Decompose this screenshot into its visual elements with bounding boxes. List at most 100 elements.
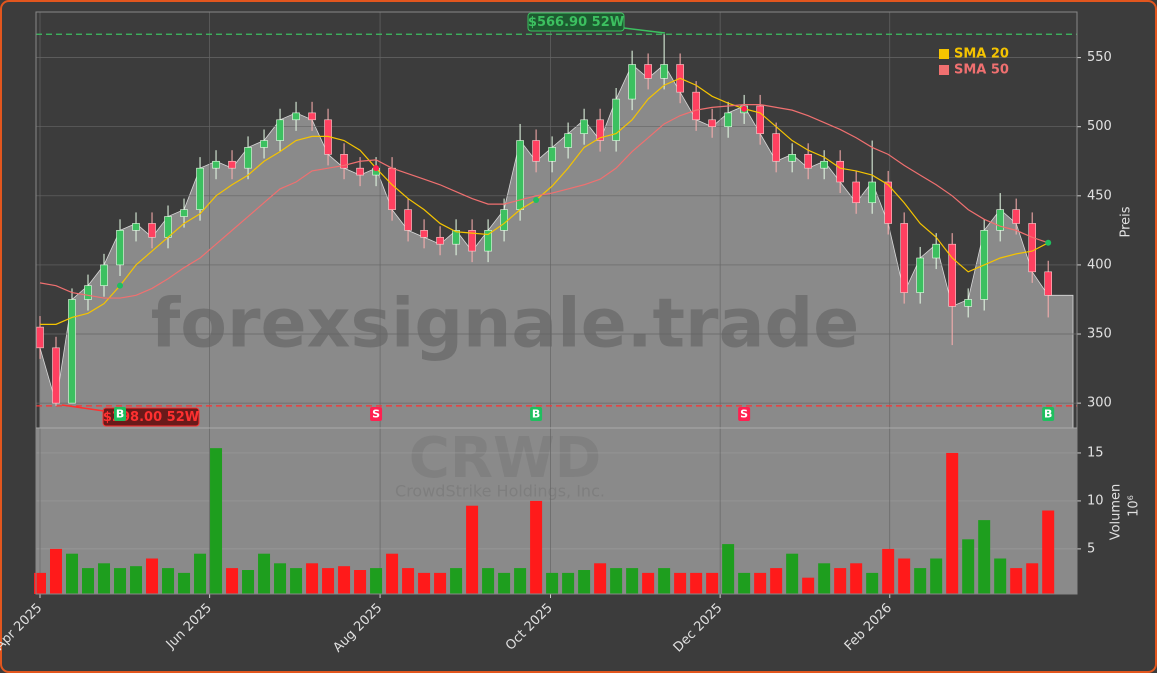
volume-bar — [434, 572, 447, 594]
candle-body — [84, 285, 92, 300]
candle-body — [260, 140, 268, 148]
volume-bar — [578, 570, 591, 594]
candle-body — [1044, 271, 1052, 296]
candle-body — [292, 112, 300, 121]
annotation-arrow — [61, 404, 105, 412]
volume-bar — [994, 558, 1007, 594]
signal-label: B — [1044, 408, 1052, 421]
legend-label: SMA 20 — [954, 47, 1009, 62]
candle-body — [244, 147, 252, 169]
watermark: forexsignale.trade — [151, 285, 860, 364]
volume-bar — [562, 572, 575, 594]
y-tick-label: 10 — [1087, 493, 1104, 508]
y-tick-label: 550 — [1087, 50, 1112, 65]
candle-body — [180, 209, 188, 217]
candle-body — [628, 64, 636, 100]
candle-body — [596, 119, 604, 141]
y-tick-label: 400 — [1087, 257, 1112, 272]
volume-bar — [610, 568, 623, 594]
volume-bar — [242, 570, 255, 594]
volume-bar — [530, 500, 543, 594]
volume-bar — [786, 553, 799, 594]
candle-body — [836, 160, 844, 183]
volume-bar — [226, 568, 239, 594]
candle-body — [164, 216, 172, 238]
volume-bar — [658, 568, 671, 594]
candle-body — [564, 133, 572, 148]
candle-body — [964, 299, 972, 307]
candle-body — [68, 299, 76, 404]
volume-bar — [642, 572, 655, 594]
candle-body — [788, 154, 796, 162]
volume-bar — [882, 548, 895, 594]
candle-body — [932, 243, 940, 259]
signal-dot — [1045, 239, 1052, 246]
volume-bar — [674, 572, 687, 594]
candle-body — [692, 91, 700, 121]
candle-body — [724, 112, 732, 128]
volume-multiplier: 10⁶ — [1127, 495, 1142, 517]
volume-bar — [98, 563, 111, 594]
signal-box — [114, 407, 127, 421]
candle-body — [532, 140, 540, 162]
candle-body — [772, 133, 780, 162]
volume-bar — [274, 563, 287, 594]
candle-body — [804, 154, 812, 169]
volume-bar — [386, 553, 399, 594]
candle-body — [1012, 209, 1020, 224]
candle-body — [388, 167, 396, 210]
volume-bar — [66, 553, 79, 594]
volume-bar — [178, 572, 191, 594]
candle-body — [580, 119, 588, 134]
candle-body — [948, 243, 956, 307]
signal-label: S — [740, 408, 748, 421]
watermark-name: CrowdStrike Holdings, Inc. — [395, 482, 605, 501]
volume-bar — [338, 566, 351, 594]
candle-body — [148, 223, 156, 238]
volume-bar — [498, 572, 511, 594]
volume-bar — [850, 563, 863, 594]
volume-bar — [946, 452, 959, 594]
y-axis-label: Preis — [1119, 206, 1134, 237]
volume-bar — [834, 568, 847, 594]
candle-body — [116, 230, 124, 266]
volume-bar — [450, 568, 463, 594]
signal-dot — [373, 165, 380, 172]
candle-body — [100, 264, 108, 286]
volume-bar — [194, 553, 207, 594]
candle-body — [852, 181, 860, 204]
volume-bar — [82, 568, 95, 594]
signal-dot — [741, 105, 748, 112]
candle-body — [132, 223, 140, 231]
candle-body — [996, 209, 1004, 231]
volume-bar — [114, 568, 127, 594]
volume-bar — [722, 544, 735, 594]
legend-swatch — [939, 49, 949, 59]
candle-body — [228, 160, 236, 169]
volume-bar — [514, 568, 527, 594]
volume-bar — [738, 572, 751, 594]
candle-body — [212, 160, 220, 169]
candle-body — [404, 209, 412, 231]
signal-box — [1042, 407, 1055, 421]
candle-body — [436, 236, 444, 245]
candle-body — [548, 147, 556, 162]
volume-bar — [322, 568, 335, 594]
candle-body — [708, 119, 716, 128]
volume-bar — [770, 568, 783, 594]
signal-label: B — [532, 408, 540, 421]
candle-body — [500, 209, 508, 231]
watermark-ticker: CRWD — [409, 426, 601, 491]
volume-bar — [146, 558, 159, 594]
volume-bar — [754, 572, 767, 594]
candle-body — [868, 181, 876, 204]
volume-bar — [898, 558, 911, 594]
y-tick-label: 5 — [1087, 541, 1095, 556]
candle-body — [484, 230, 492, 252]
candle-body — [52, 347, 60, 404]
volume-bar — [162, 568, 175, 594]
plot-border — [35, 11, 1078, 595]
volume-bar — [130, 566, 143, 594]
volume-bar — [418, 572, 431, 594]
